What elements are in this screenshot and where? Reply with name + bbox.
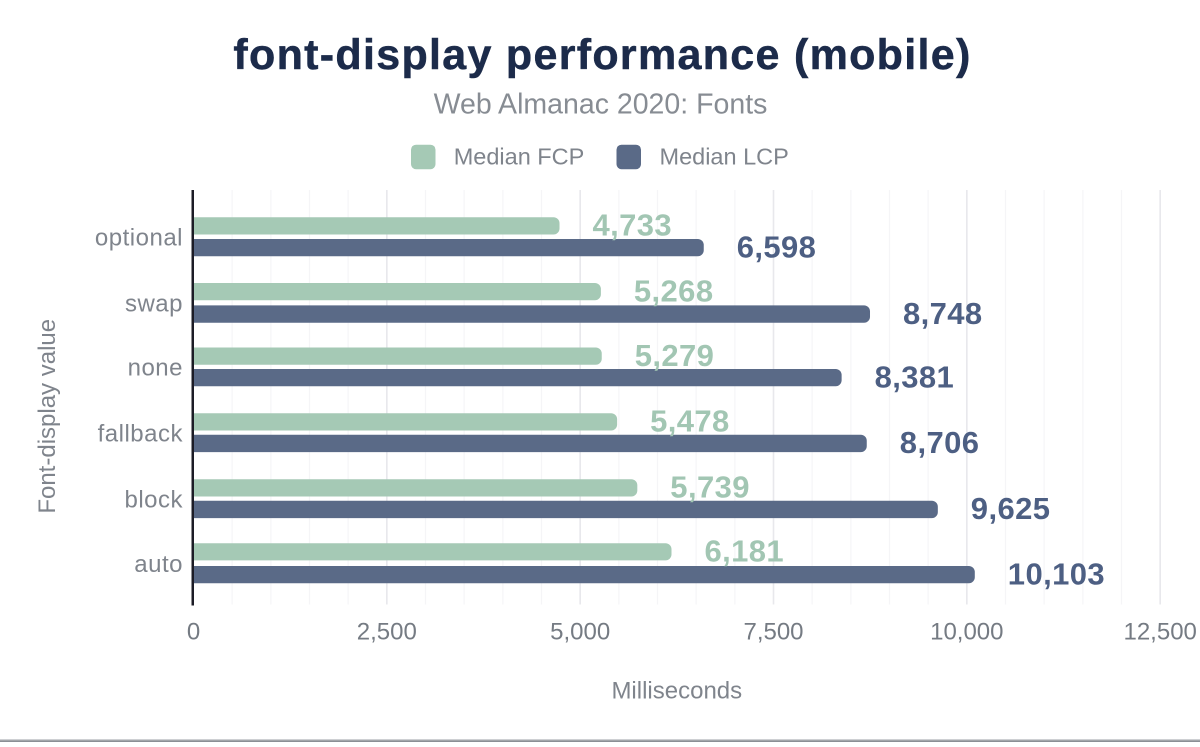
svg-text:fallback: fallback <box>98 420 184 447</box>
svg-text:6,598: 6,598 <box>737 229 817 264</box>
svg-text:swap: swap <box>125 290 183 317</box>
svg-text:9,625: 9,625 <box>971 491 1051 526</box>
svg-text:4,733: 4,733 <box>593 208 673 243</box>
svg-text:12,500: 12,500 <box>1123 618 1196 645</box>
svg-text:0: 0 <box>187 618 200 645</box>
svg-text:5,478: 5,478 <box>650 404 730 439</box>
svg-text:Web Almanac 2020: Fonts: Web Almanac 2020: Fonts <box>434 89 768 121</box>
svg-text:font-display performance (mobi: font-display performance (mobile) <box>233 31 971 79</box>
svg-text:block: block <box>124 486 183 513</box>
svg-text:5,739: 5,739 <box>670 470 750 505</box>
svg-text:optional: optional <box>95 224 183 251</box>
svg-text:5,268: 5,268 <box>634 273 714 308</box>
svg-text:8,706: 8,706 <box>900 425 980 460</box>
svg-text:auto: auto <box>134 551 183 578</box>
svg-text:8,748: 8,748 <box>903 296 983 331</box>
svg-text:10,103: 10,103 <box>1008 556 1105 591</box>
svg-text:5,000: 5,000 <box>550 618 610 645</box>
svg-text:Milliseconds: Milliseconds <box>611 678 742 705</box>
svg-text:10,000: 10,000 <box>930 618 1003 645</box>
svg-text:none: none <box>128 355 183 382</box>
svg-text:Font-display value: Font-display value <box>34 319 61 514</box>
svg-text:7,500: 7,500 <box>743 618 803 645</box>
svg-text:Median LCP: Median LCP <box>660 143 789 169</box>
svg-text:8,381: 8,381 <box>875 359 955 394</box>
svg-text:6,181: 6,181 <box>705 534 785 569</box>
svg-text:5,279: 5,279 <box>635 338 715 373</box>
svg-text:Median FCP: Median FCP <box>454 143 585 169</box>
svg-text:2,500: 2,500 <box>357 618 417 645</box>
